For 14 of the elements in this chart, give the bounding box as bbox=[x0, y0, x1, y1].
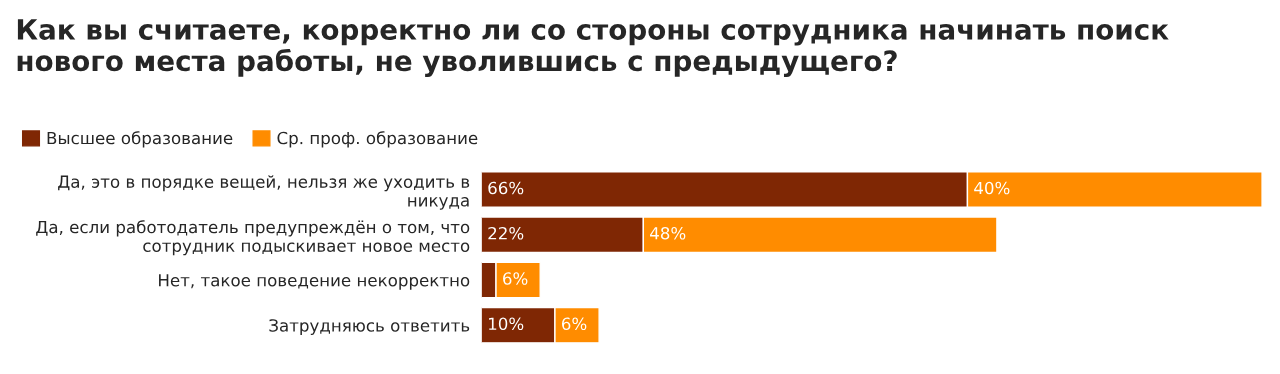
legend-label: Высшее образование bbox=[47, 131, 233, 148]
y-tick-label: Нет, такое поведение некорректно bbox=[159, 274, 470, 290]
chart-title: Как вы считаете, корректно ли со стороны сотрудника начинать поиск нового места работы, не уволившись с предыдущего? bbox=[17, 19, 1169, 77]
data-label: 22% bbox=[488, 226, 524, 240]
legend-label: Ср. проф. образование bbox=[277, 131, 478, 148]
data-label: 6% bbox=[562, 317, 587, 331]
y-tick-label: Да, если работодатель предупреждён о том, что сотрудник подыскивает новое место bbox=[36, 220, 470, 256]
data-label: 66% bbox=[488, 181, 524, 195]
data-label: 6% bbox=[503, 272, 528, 285]
data-label: 40% bbox=[974, 181, 1010, 195]
data-label: 10% bbox=[489, 317, 524, 331]
data-label: 48% bbox=[650, 226, 686, 240]
y-tick-label: Затрудняюсь ответить bbox=[269, 319, 470, 335]
y-tick-label: Да, это в порядке вещей, нельзя же уходить в никуда bbox=[58, 175, 470, 210]
